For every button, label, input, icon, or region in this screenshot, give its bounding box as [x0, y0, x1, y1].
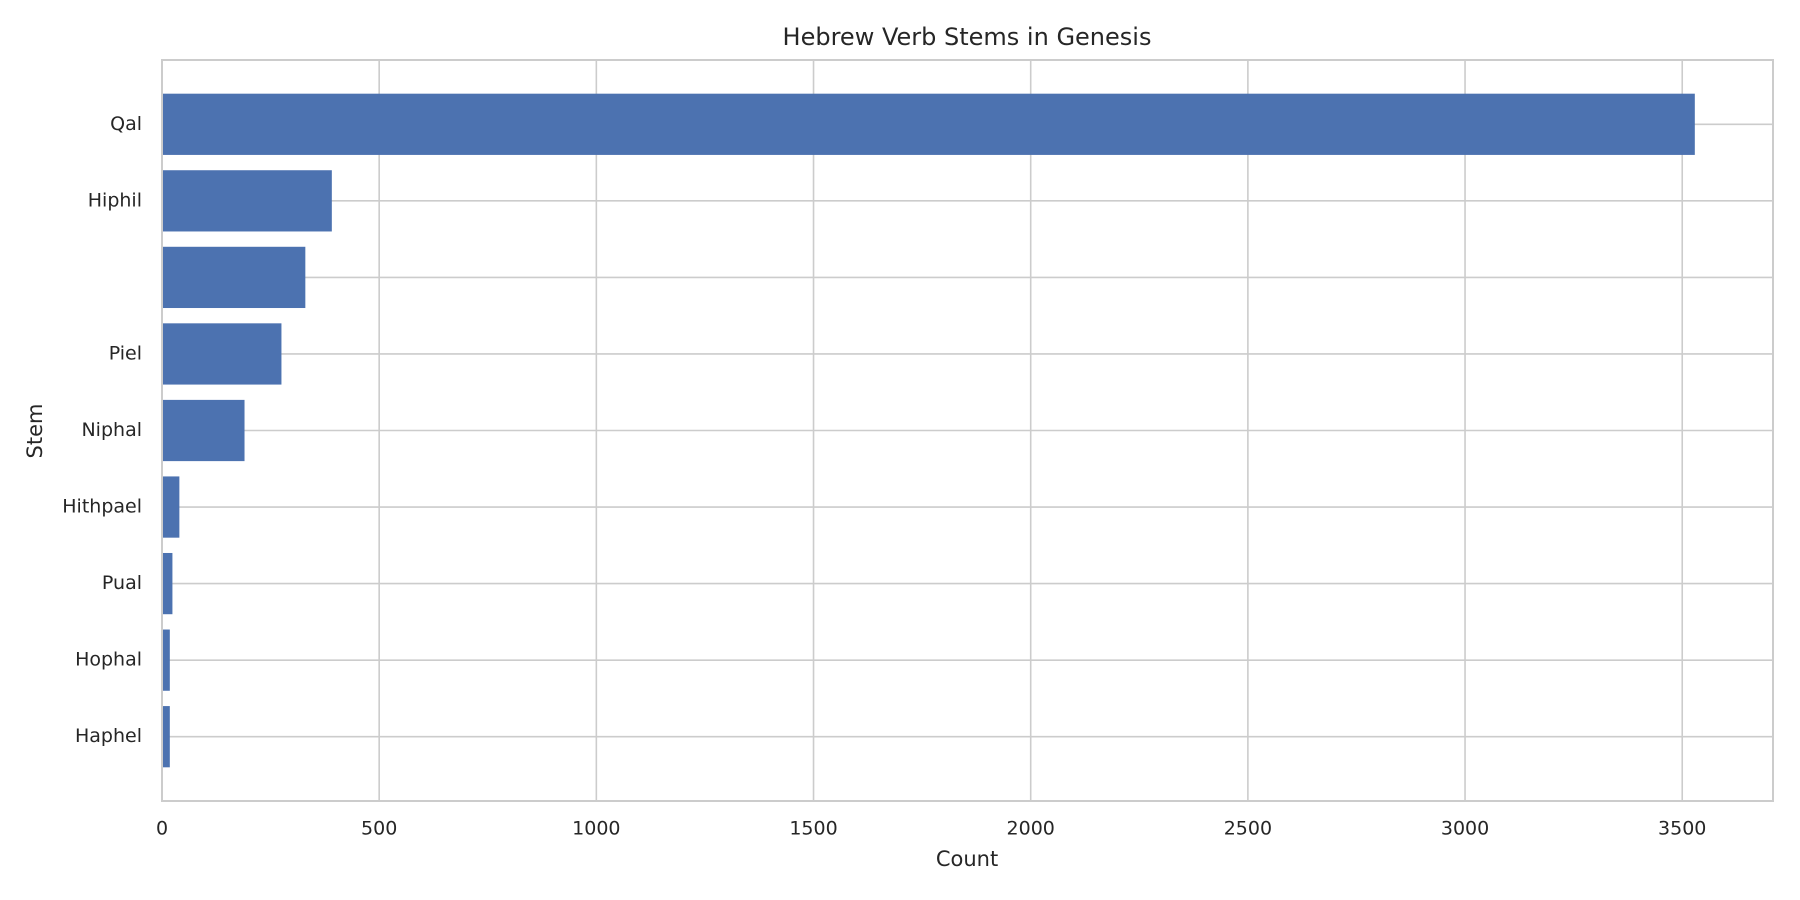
x-tick-label: 0 — [156, 818, 168, 840]
x-tick-label: 2000 — [1007, 818, 1055, 840]
bar — [162, 93, 1695, 155]
bar — [162, 552, 173, 615]
bar — [162, 323, 282, 385]
y-tick-label: Hophal — [75, 649, 142, 671]
x-tick-label: 500 — [361, 818, 397, 840]
bar — [162, 399, 245, 462]
x-axis-label: Count — [936, 847, 998, 871]
y-axis-label: Stem — [23, 404, 47, 459]
x-tick-label: 1000 — [572, 818, 620, 840]
bar — [162, 476, 180, 538]
x-tick-label: 2500 — [1224, 818, 1272, 840]
x-tick-label: 3000 — [1441, 818, 1489, 840]
y-tick-label: Qal — [110, 113, 142, 135]
chart-title: Hebrew Verb Stems in Genesis — [783, 23, 1152, 51]
x-tick-label: 1500 — [789, 818, 837, 840]
bar — [162, 629, 170, 691]
x-tick-label: 3500 — [1658, 818, 1706, 840]
bar — [162, 246, 306, 309]
y-tick-label: Piel — [109, 342, 142, 364]
y-tick-label: Pual — [102, 572, 142, 594]
y-tick-label: Hiphil — [88, 189, 142, 211]
y-tick-label: Hithpael — [62, 496, 142, 518]
bar — [162, 706, 170, 768]
bar — [162, 170, 332, 232]
y-tick-label: Niphal — [81, 419, 142, 441]
y-tick-label: Haphel — [75, 725, 142, 747]
plot-frame — [161, 59, 1774, 802]
